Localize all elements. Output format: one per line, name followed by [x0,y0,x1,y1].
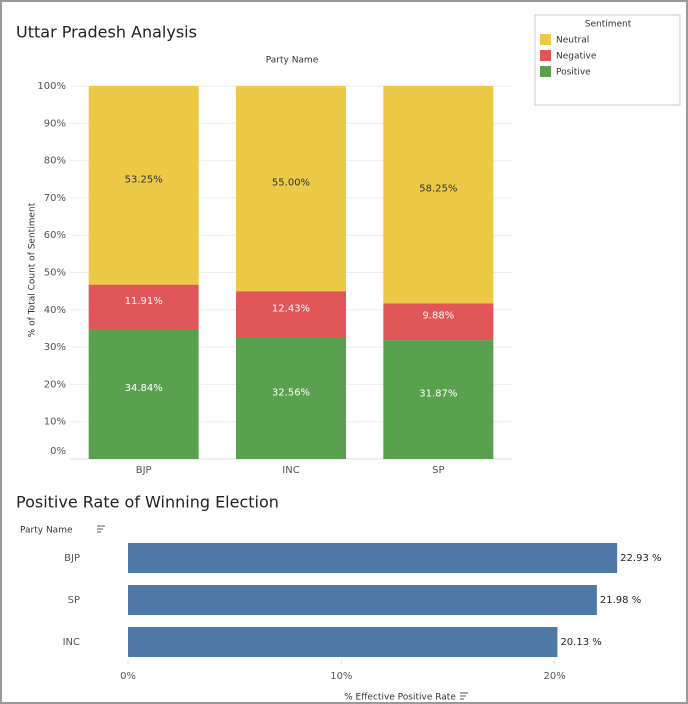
data-label: 58.25% [419,184,457,195]
y-tick-label: 0% [50,446,66,457]
data-label: 20.13 % [560,637,601,648]
data-label: 22.93 % [620,553,661,564]
bar [128,585,597,615]
bar-segment [236,291,346,338]
y-tick-label: 90% [44,118,66,129]
legend-swatch [540,66,551,77]
y-tick-label: 10% [44,417,66,428]
bar-segment [383,340,494,459]
bar-segment [88,86,199,285]
legend-label: Negative [556,52,597,62]
x-tick-label: SP [432,465,444,476]
x-tick-label: 20% [544,671,566,682]
y-tick-label: 20% [44,379,66,390]
data-label: 31.87% [419,389,457,400]
row-header: Party Name [20,526,73,536]
column-header: Party Name [266,56,319,66]
legend-swatch [540,34,551,45]
bar-segment [383,86,494,304]
bar-segment [383,303,494,341]
y-tick-label: 60% [44,230,66,241]
y-tick-label: INC [63,637,80,648]
sort-icon [460,692,468,700]
y-tick-label: BJP [64,553,80,564]
data-label: 55.00% [272,178,310,189]
legend-label: Positive [556,68,591,78]
bar-segment [236,337,346,459]
legend-box [534,14,681,106]
bar [128,543,618,573]
y-tick-label: 80% [44,156,66,167]
x-tick-label: BJP [136,465,152,476]
data-label: 53.25% [125,174,163,185]
bar-segment [88,284,199,330]
y-tick-label: 40% [44,305,66,316]
x-tick-label: INC [282,465,299,476]
chart-title: Positive Rate of Winning Election [16,493,279,512]
data-label: 9.88% [422,311,454,322]
bar-segment [236,86,346,292]
y-tick-label: 30% [44,342,66,353]
data-label: 34.84% [125,383,163,394]
chart-title: Uttar Pradesh Analysis [16,23,197,42]
bar [128,627,558,657]
legend-title: Sentiment [585,20,632,30]
y-tick-label: SP [68,595,80,606]
x-tick-label: 0% [120,671,136,682]
x-axis-label: % Effective Positive Rate [344,693,456,703]
data-label: 12.43% [272,303,310,314]
bar-segment [88,329,199,459]
y-axis-label: % of Total Count of Sentiment [28,202,38,337]
x-tick-label: 10% [330,671,352,682]
y-tick-label: 70% [44,193,66,204]
data-label: 11.91% [125,296,163,307]
y-tick-label: 50% [44,268,66,279]
y-tick-label: 100% [37,81,66,92]
legend-label: Neutral [556,36,589,46]
data-label: 21.98 % [600,595,641,606]
sort-icon [97,525,105,533]
data-label: 32.56% [272,387,310,398]
legend-swatch [540,50,551,61]
